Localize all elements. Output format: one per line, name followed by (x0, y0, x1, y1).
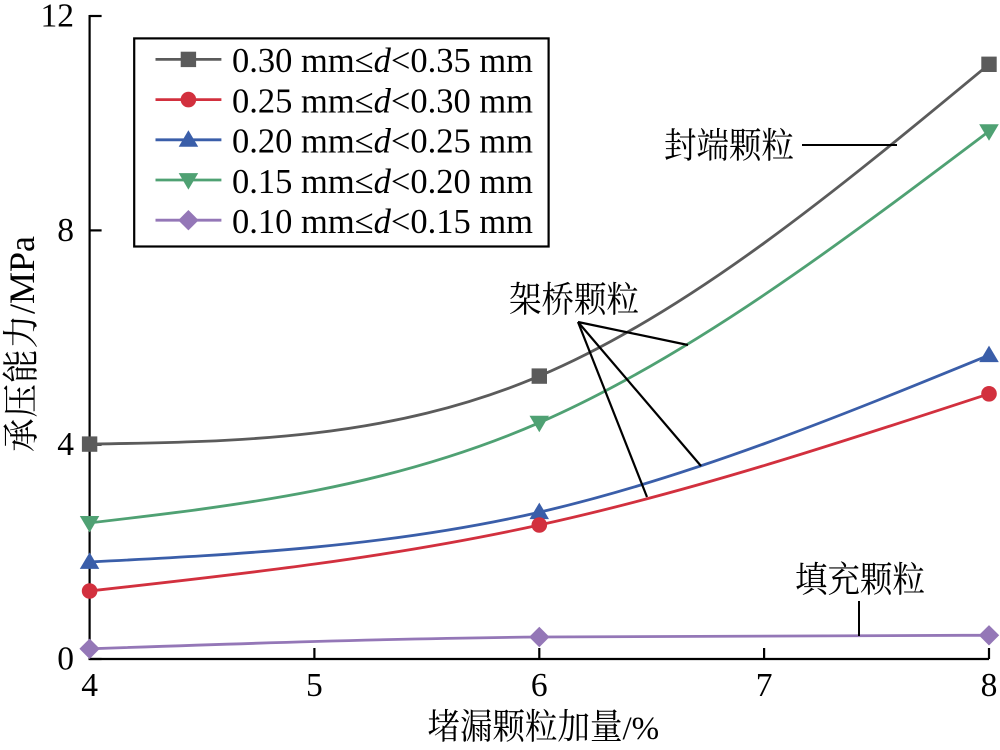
svg-text:8: 8 (57, 212, 74, 249)
svg-text:7: 7 (756, 667, 773, 704)
svg-text:0: 0 (57, 641, 74, 678)
svg-text:5: 5 (306, 667, 323, 704)
svg-text:8: 8 (981, 667, 998, 704)
svg-text:6: 6 (531, 667, 548, 704)
svg-text:0.15 mm≤d<0.20 mm: 0.15 mm≤d<0.20 mm (232, 163, 533, 201)
svg-text:0.10 mm≤d<0.15 mm: 0.10 mm≤d<0.15 mm (232, 203, 533, 241)
svg-text:0.25 mm≤d<0.30 mm: 0.25 mm≤d<0.30 mm (232, 82, 533, 120)
svg-text:/%: /% (623, 711, 660, 747)
svg-text:/MPa: /MPa (2, 236, 42, 314)
svg-text:12: 12 (41, 0, 75, 35)
svg-text:4: 4 (81, 667, 98, 704)
svg-text:0.30 mm≤d<0.35 mm: 0.30 mm≤d<0.35 mm (232, 42, 533, 80)
svg-text:4: 4 (57, 426, 74, 463)
svg-text:0.20 mm≤d<0.25 mm: 0.20 mm≤d<0.25 mm (232, 123, 533, 161)
